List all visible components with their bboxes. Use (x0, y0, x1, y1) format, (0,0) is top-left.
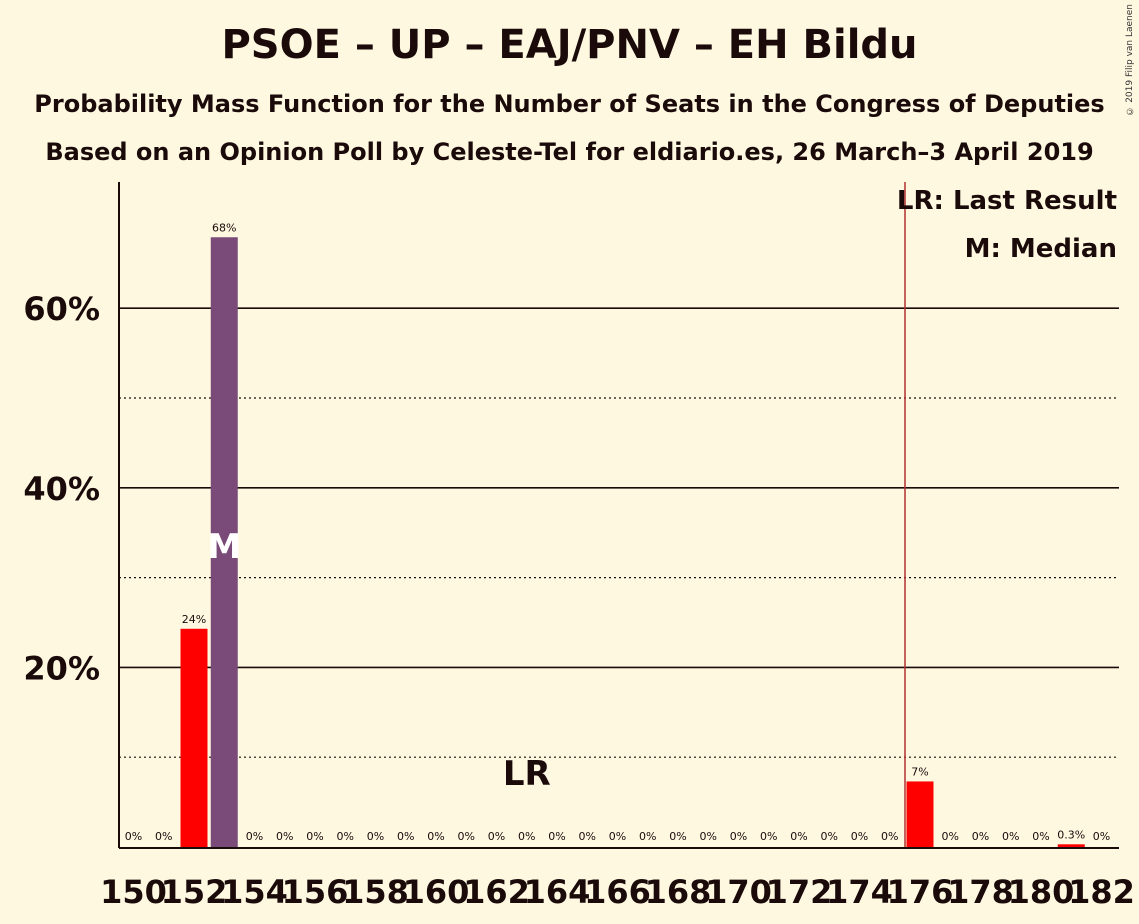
bar-value-label: 0% (337, 830, 354, 843)
bar-value-label: 0% (276, 830, 293, 843)
bar-value-label: 0% (427, 830, 444, 843)
grid-lines (119, 182, 1119, 847)
bar-value-label: 0% (488, 830, 505, 843)
x-tick-label: 180 (1008, 873, 1075, 911)
seat-bar (906, 781, 934, 847)
x-tick-label: 154 (221, 873, 288, 911)
bar-value-label: 0% (155, 830, 172, 843)
last-result-marker: LR (503, 754, 551, 794)
bar-value-label: 0% (851, 830, 868, 843)
seat-bar (1057, 844, 1085, 847)
x-tick-label: 182 (1068, 873, 1135, 911)
bar-value-label: 0% (1093, 830, 1110, 843)
bar-value-label: 0.3% (1057, 828, 1085, 841)
bar-value-label: 0% (760, 830, 777, 843)
bar-value-label: 0% (518, 830, 535, 843)
median-marker: M (207, 527, 241, 567)
x-tick-label: 156 (282, 873, 349, 911)
bar-value-label: 0% (306, 830, 323, 843)
bar-value-label: 0% (397, 830, 414, 843)
bar-value-label: 7% (911, 765, 928, 778)
bar-value-label: 0% (972, 830, 989, 843)
x-tick-label: 174 (826, 873, 893, 911)
bar-value-label: 0% (548, 830, 565, 843)
bar-value-label: 68% (212, 221, 236, 234)
bar-value-label: 0% (700, 830, 717, 843)
page-title: PSOE – UP – EAJ/PNV – EH Bildu (221, 22, 918, 68)
y-tick-label: 60% (23, 290, 100, 328)
x-tick-label: 164 (524, 873, 591, 911)
x-tick-label: 166 (584, 873, 651, 911)
y-tick-label: 40% (23, 470, 100, 508)
bar-value-label: 0% (367, 830, 384, 843)
seat-bar (180, 628, 208, 847)
bar-value-label: 0% (942, 830, 959, 843)
x-tick-label: 178 (947, 873, 1014, 911)
x-tick-label: 150 (100, 873, 167, 911)
legend-last-result: LR: Last Result (897, 186, 1117, 216)
bar-value-label: 0% (1032, 830, 1049, 843)
bar-value-label: 0% (246, 830, 263, 843)
bar-value-label: 0% (458, 830, 475, 843)
y-tick-label: 20% (23, 649, 100, 687)
x-tick-label: 152 (161, 873, 228, 911)
axes: 20%40%60%1501521541561581601621641661681… (23, 182, 1135, 911)
x-tick-label: 176 (887, 873, 954, 911)
bar-value-label: 0% (881, 830, 898, 843)
bar-value-label: 0% (639, 830, 656, 843)
chart-source: Based on an Opinion Poll by Celeste-Tel … (45, 138, 1094, 166)
bar-value-label: 24% (182, 613, 206, 626)
x-tick-label: 158 (342, 873, 409, 911)
bars (180, 237, 1085, 847)
seat-bar (210, 237, 238, 847)
x-tick-label: 162 (463, 873, 530, 911)
bar-value-label: 0% (125, 830, 142, 843)
legend-median: M: Median (965, 234, 1117, 264)
chart-subtitle: Probability Mass Function for the Number… (34, 90, 1105, 118)
x-tick-label: 168 (645, 873, 712, 911)
bar-value-label: 0% (579, 830, 596, 843)
x-tick-label: 172 (766, 873, 833, 911)
bar-labels: 0% 0% 24% 68% 0% 0% 0% 0% 0% 0% 0% 0% 0% 0% 0% 0% 0% 0% 0%… (125, 221, 1110, 843)
x-tick-label: 160 (403, 873, 470, 911)
bar-value-label: 0% (730, 830, 747, 843)
bar-value-label: 0% (669, 830, 686, 843)
bar-value-label: 0% (1002, 830, 1019, 843)
bar-value-label: 0% (609, 830, 626, 843)
bar-value-label: 0% (790, 830, 807, 843)
x-tick-label: 170 (705, 873, 772, 911)
bar-value-label: 0% (821, 830, 838, 843)
